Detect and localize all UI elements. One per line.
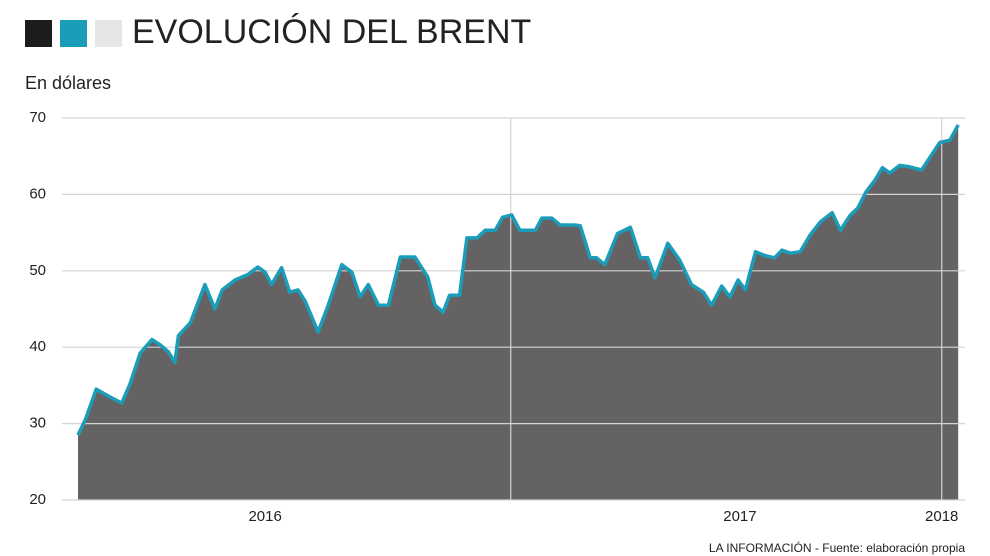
chart-subtitle: En dólares bbox=[25, 73, 111, 93]
legend-square-teal bbox=[60, 20, 87, 47]
x-tick-label: 2017 bbox=[723, 508, 756, 525]
x-tick-label: 2018 bbox=[925, 508, 958, 525]
y-tick-label: 40 bbox=[29, 338, 46, 355]
y-tick-label: 50 bbox=[29, 262, 46, 279]
line bbox=[76, 124, 960, 436]
y-tick-label: 70 bbox=[29, 109, 46, 126]
y-tick-label: 20 bbox=[29, 491, 46, 508]
area bbox=[78, 124, 959, 501]
chart-title: EVOLUCIÓN DEL BRENT bbox=[132, 13, 531, 51]
x-tick-label: 2016 bbox=[248, 508, 281, 525]
legend-square-light bbox=[95, 20, 122, 47]
source: LA INFORMACIÓN - Fuente: elaboración pro… bbox=[709, 540, 965, 555]
legend-square-dark bbox=[25, 20, 52, 47]
y-tick-label: 30 bbox=[29, 415, 46, 432]
y-tick-label: 60 bbox=[29, 185, 46, 202]
